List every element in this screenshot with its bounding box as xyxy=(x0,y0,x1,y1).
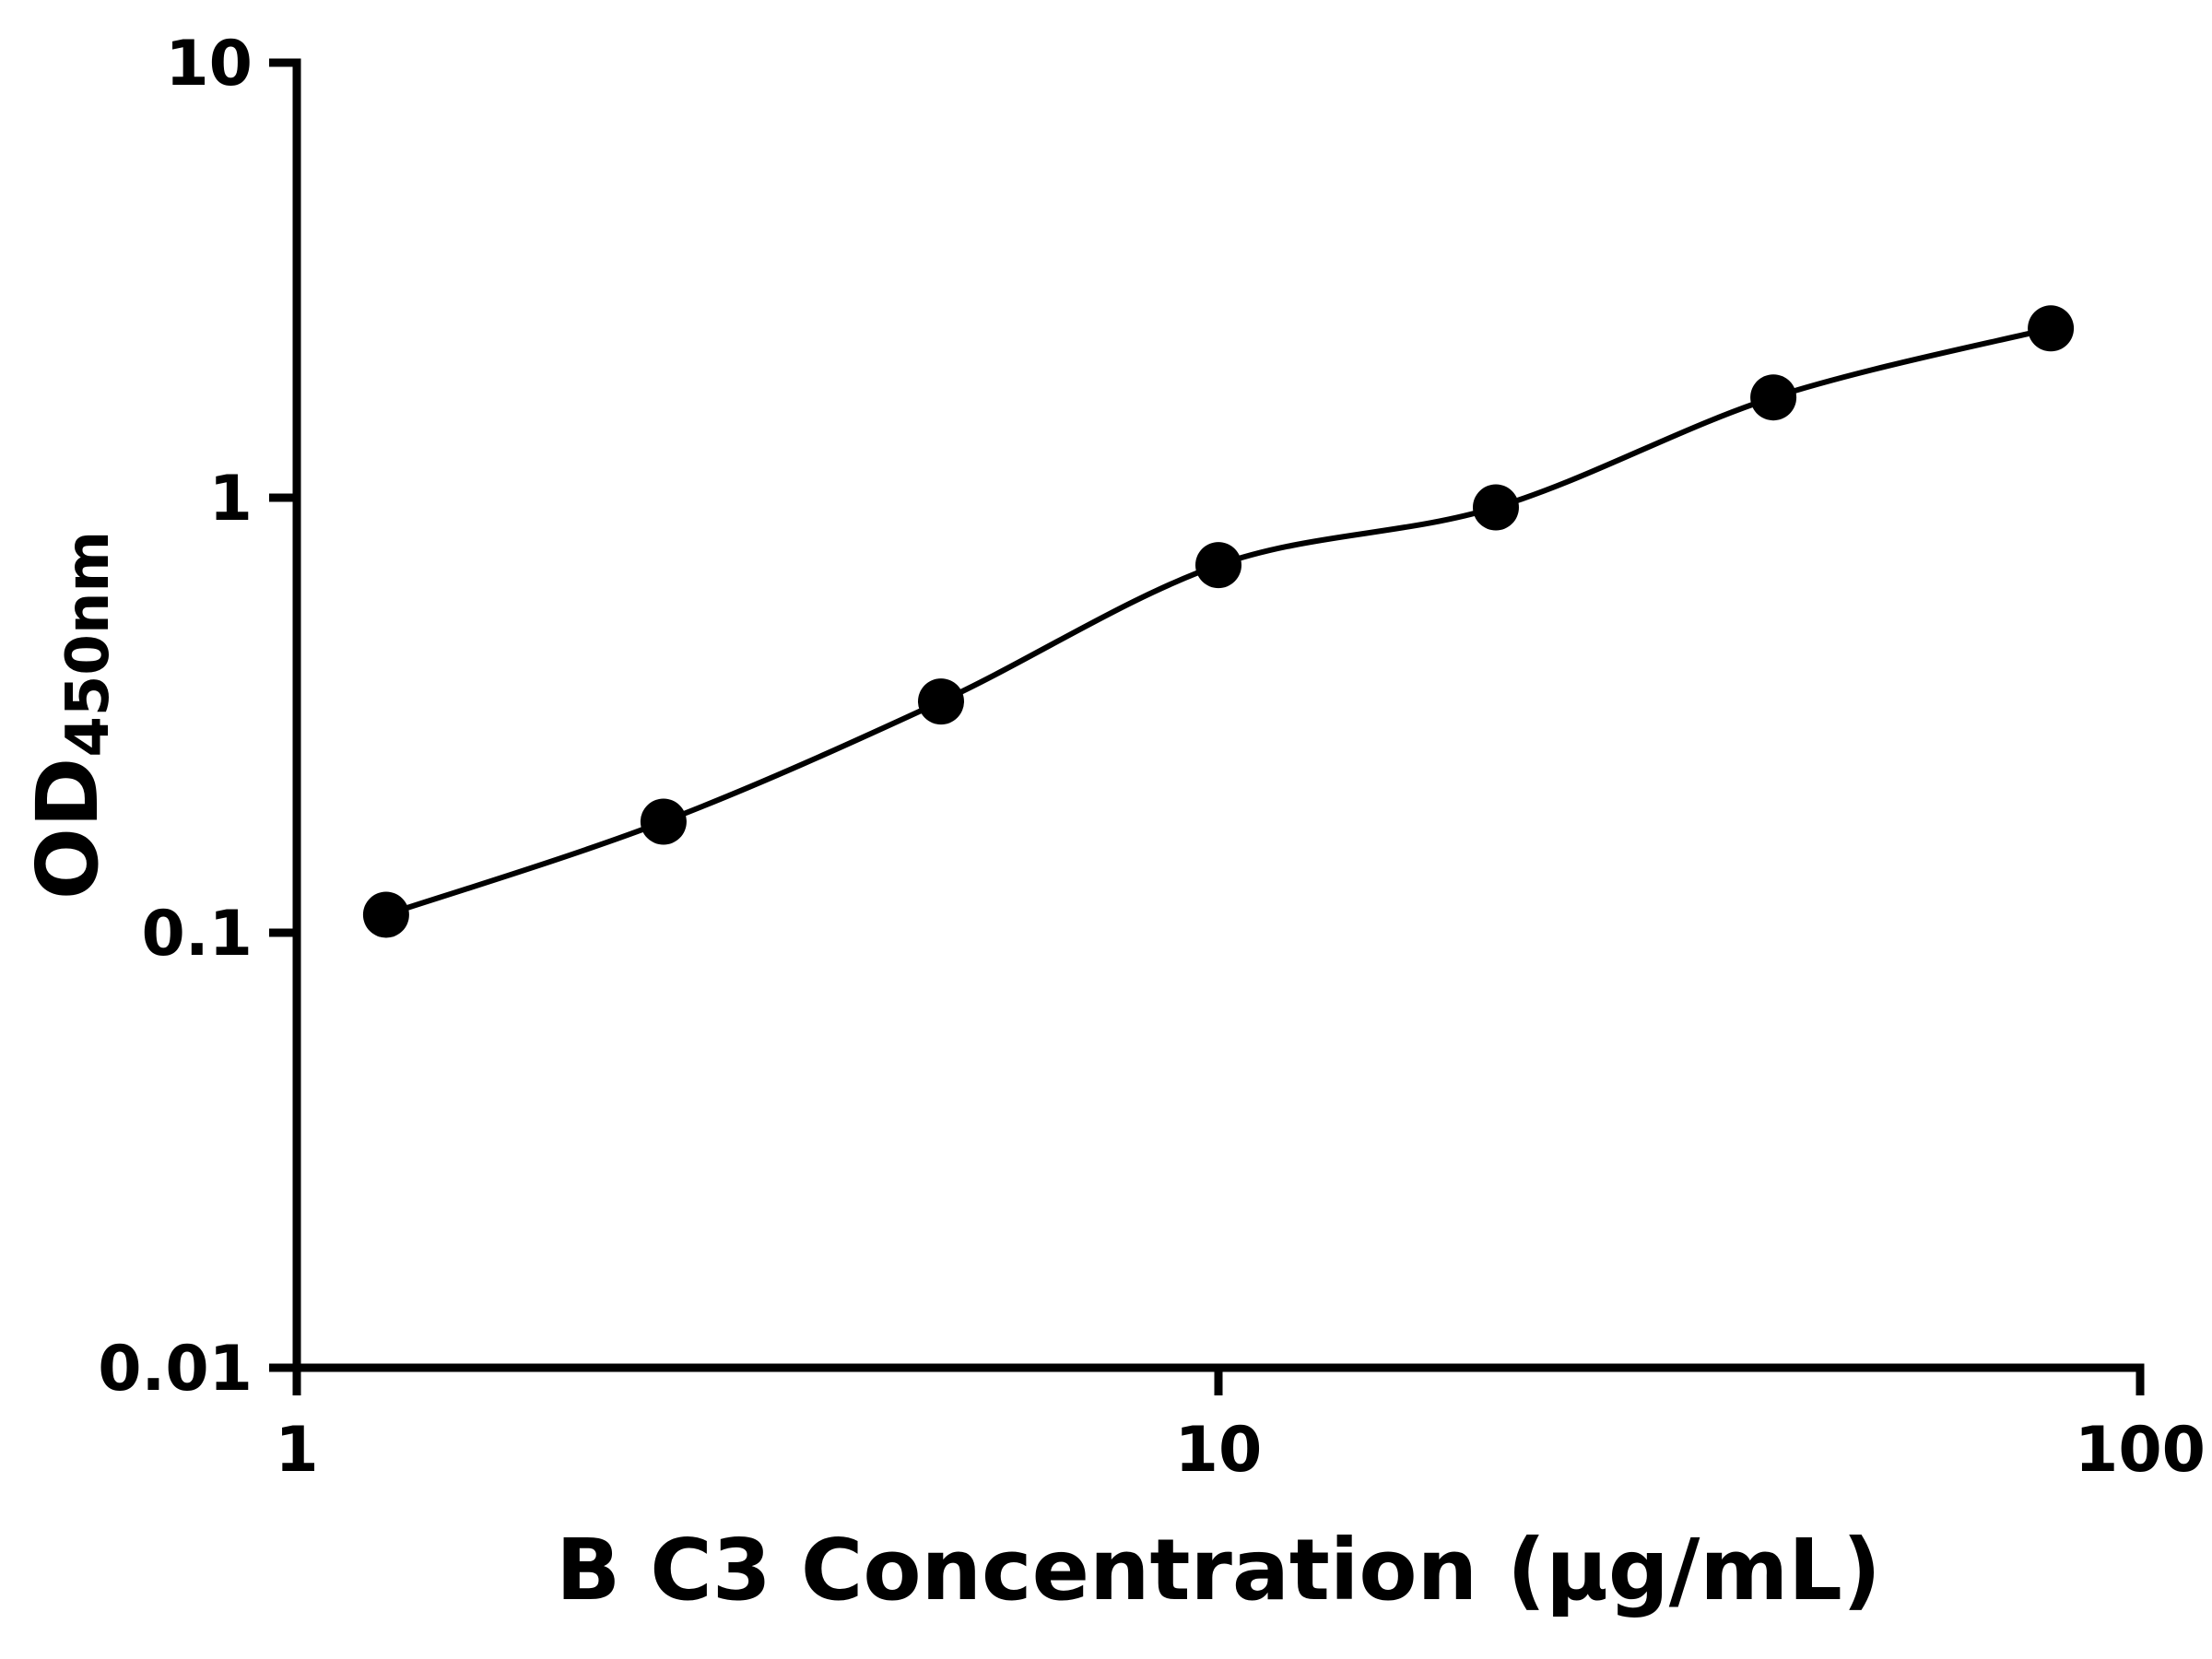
data-point xyxy=(362,891,409,938)
axes xyxy=(269,58,2145,1395)
data-point xyxy=(2028,305,2075,352)
x-tick-label: 100 xyxy=(2075,1414,2206,1487)
y-tick-label: 1 xyxy=(209,463,253,535)
data-point xyxy=(1195,542,1241,589)
x-tick-label: 1 xyxy=(275,1414,318,1487)
y-tick-label: 0.1 xyxy=(142,898,253,971)
data-point xyxy=(640,798,687,845)
tick-labels: 1 10 100 0.01 0.1 1 10 xyxy=(98,28,2206,1487)
data-point xyxy=(1750,374,1797,421)
x-tick-label: 10 xyxy=(1175,1414,1263,1487)
fit-curve xyxy=(384,325,2052,918)
y-tick-label: 0.01 xyxy=(98,1333,253,1406)
y-axis-title-main: OD xyxy=(18,758,117,900)
y-tick-label: 10 xyxy=(165,28,253,100)
data-series xyxy=(362,305,2075,938)
data-point xyxy=(1473,484,1519,531)
y-axis-title: OD450nm xyxy=(18,531,123,900)
x-axis-title: B C3 Concentration (μg/mL) xyxy=(556,1521,1881,1619)
y-axis-title-subscript: 450nm xyxy=(54,531,123,758)
data-point xyxy=(918,678,964,725)
